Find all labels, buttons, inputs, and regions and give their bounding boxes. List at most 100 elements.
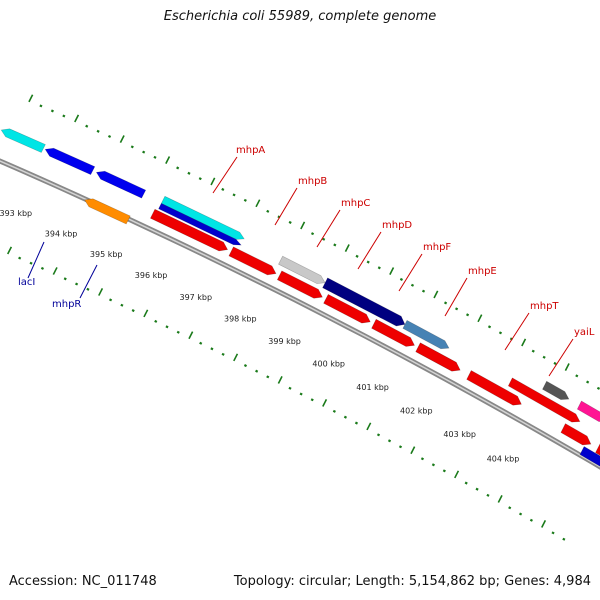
inner-tick	[98, 288, 104, 296]
inner-tick	[420, 457, 425, 461]
gene-feature-arrow[interactable]	[0, 128, 46, 153]
outer-tick	[62, 114, 66, 118]
gene-feature-arrow[interactable]	[371, 318, 415, 347]
outer-tick	[564, 363, 570, 371]
inner-tick	[154, 319, 158, 323]
outer-tick	[210, 177, 216, 186]
outer-tick	[410, 283, 415, 287]
outer-tick	[465, 313, 470, 317]
inner-tick	[143, 309, 149, 318]
gene-feature-arrow[interactable]	[276, 270, 323, 299]
inner-tick	[518, 512, 523, 516]
inner-tick	[398, 445, 403, 449]
topology-label: Topology: circular; Length: 5,154,862 bp…	[233, 574, 591, 589]
feature-tracks	[0, 128, 600, 474]
outer-tick	[221, 187, 225, 191]
kbp-tick-label: 400 kbp	[312, 360, 345, 369]
kbp-tick-label: 397 kbp	[179, 293, 212, 302]
map-title: Escherichia coli 55989, complete genome	[163, 9, 437, 24]
outer-tick	[243, 198, 247, 202]
gene-label-mhpf[interactable]: mhpF	[423, 242, 451, 253]
gene-leader-line	[212, 156, 238, 194]
kbp-tick-label: 394 kbp	[45, 229, 78, 238]
gene-leader-line	[79, 264, 98, 299]
outer-tick	[288, 220, 292, 224]
inner-tick	[431, 463, 435, 467]
gene-feature-arrow[interactable]	[44, 147, 96, 175]
gene-label-laci[interactable]: lacI	[18, 277, 35, 288]
gene-label-mhpc[interactable]: mhpC	[341, 198, 370, 209]
gene-feature-arrow[interactable]	[402, 319, 450, 350]
gene-feature-arrow[interactable]	[560, 423, 592, 446]
inner-tick	[366, 422, 372, 431]
gene-label-mhpd[interactable]: mhpD	[382, 220, 412, 231]
gene-feature-arrow[interactable]	[466, 370, 522, 406]
gene-label-yail[interactable]: yaiL	[574, 327, 595, 338]
inner-tick-ring	[7, 246, 566, 541]
inner-tick	[464, 481, 468, 485]
inner-tick	[52, 267, 58, 275]
gene-feature-arrow[interactable]	[542, 380, 570, 400]
outer-tick	[50, 109, 54, 113]
outer-tick	[521, 338, 527, 347]
outer-tick-ring	[28, 94, 600, 390]
gene-leader-line	[274, 187, 298, 226]
inner-tick	[442, 469, 446, 473]
gene-feature-arrow[interactable]	[149, 208, 229, 252]
gene-feature-arrow[interactable]	[507, 377, 581, 423]
outer-tick	[96, 129, 100, 133]
outer-tick	[366, 260, 370, 264]
outer-tick	[455, 307, 459, 311]
inner-tick	[454, 470, 460, 479]
kbp-tick-label: 396 kbp	[135, 271, 168, 280]
gene-feature-arrow[interactable]	[576, 400, 600, 422]
kbp-tick-label: 402 kbp	[400, 406, 433, 415]
kbp-tick-label: 403 kbp	[443, 430, 476, 439]
gene-feature-arrow[interactable]	[322, 277, 406, 327]
outer-tick	[198, 177, 202, 181]
kbp-tick-label: 395 kbp	[90, 250, 123, 259]
gene-feature-arrow[interactable]	[158, 203, 242, 246]
gene-feature-arrow[interactable]	[415, 342, 461, 372]
gene-feature-arrow[interactable]	[595, 443, 600, 466]
outer-tick	[575, 374, 579, 378]
outer-tick	[498, 331, 503, 335]
gene-leader-line	[316, 209, 341, 248]
outer-tick	[142, 150, 146, 154]
gene-label-mhpa[interactable]: mhpA	[236, 145, 265, 156]
inner-tick	[529, 518, 533, 522]
gene-feature-arrow[interactable]	[95, 170, 147, 199]
gene-label-mhpe[interactable]: mhpE	[468, 266, 497, 277]
gene-label-mhpt[interactable]: mhpT	[530, 301, 559, 312]
gene-feature-arrow[interactable]	[278, 255, 326, 284]
inner-tick	[165, 325, 169, 329]
inner-tick	[176, 330, 180, 334]
outer-tick	[542, 355, 546, 359]
inner-tick	[210, 347, 214, 351]
inner-tick	[266, 375, 270, 379]
gene-feature-arrow[interactable]	[84, 198, 131, 225]
kbp-tick-label: 393 kbp	[0, 209, 32, 218]
gene-feature-arrow[interactable]	[579, 446, 600, 474]
inner-tick	[7, 246, 13, 255]
inner-tick	[387, 439, 392, 443]
inner-tick	[508, 506, 512, 510]
gene-feature-arrow[interactable]	[160, 195, 245, 240]
gene-leader-line	[27, 241, 45, 279]
gene-leader-line	[357, 231, 382, 270]
inner-tick	[354, 421, 359, 425]
outer-tick	[28, 94, 34, 103]
inner-tick	[18, 256, 22, 260]
gene-feature-arrow[interactable]	[323, 293, 371, 324]
outer-tick	[421, 289, 426, 293]
outer-tick	[277, 215, 281, 219]
gene-leader-line	[548, 338, 574, 377]
outer-tick	[255, 199, 261, 208]
kbp-tick-label: 399 kbp	[268, 337, 301, 346]
gene-feature-arrow[interactable]	[228, 246, 277, 276]
outer-tick	[509, 337, 513, 341]
outer-tick	[553, 361, 557, 365]
gene-label-mhpr[interactable]: mhpR	[52, 299, 81, 310]
gene-label-mhpb[interactable]: mhpB	[298, 176, 327, 187]
outer-tick	[586, 380, 590, 384]
